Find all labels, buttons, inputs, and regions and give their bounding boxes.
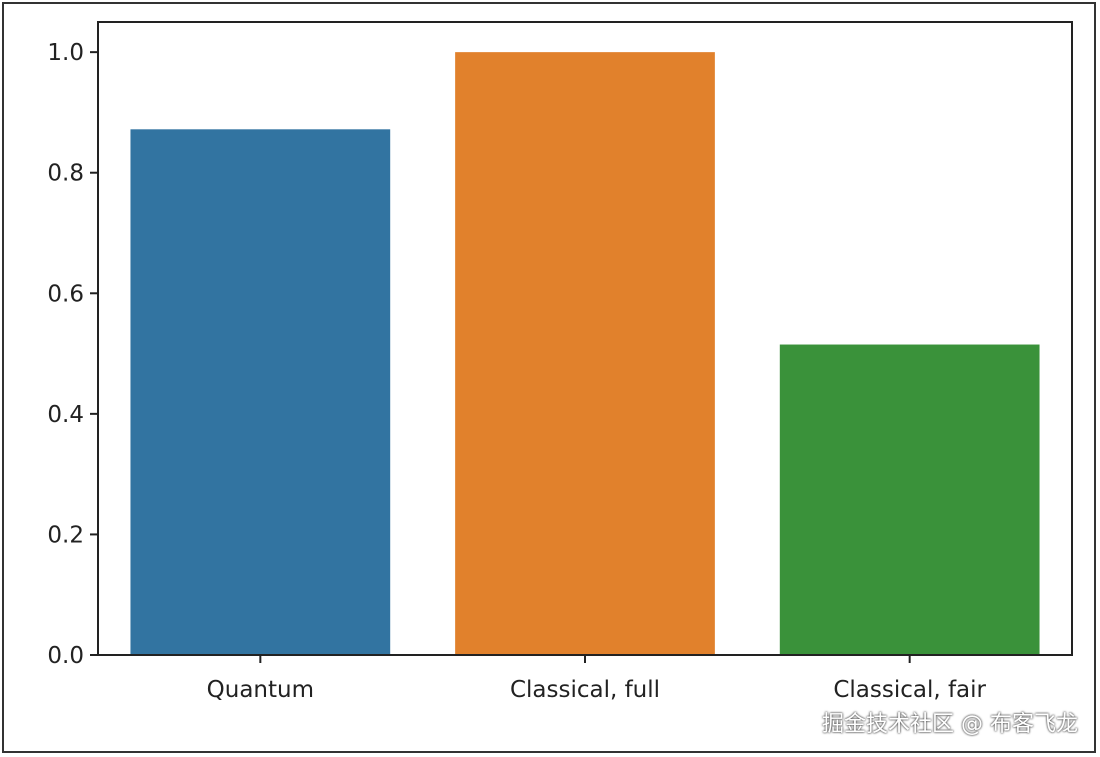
bar-1 — [455, 52, 715, 655]
bar-0 — [130, 129, 391, 655]
x-tick-label-0: Quantum — [207, 677, 314, 703]
bar-2 — [779, 344, 1040, 655]
plot-area-border — [97, 21, 1073, 656]
y-tick-label-5: 1.0 — [47, 40, 84, 66]
x-tick-label-2: Classical, fair — [833, 677, 986, 703]
y-tick-label-0: 0.0 — [47, 643, 84, 669]
y-tick-label-1: 0.2 — [47, 522, 84, 548]
watermark: 掘金技术社区 @ 布客飞龙 — [822, 712, 1078, 737]
y-tick-label-3: 0.6 — [47, 281, 84, 307]
y-tick-label-2: 0.4 — [47, 402, 84, 428]
x-tick-label-1: Classical, full — [510, 677, 660, 703]
y-tick-label-4: 0.8 — [47, 161, 84, 187]
